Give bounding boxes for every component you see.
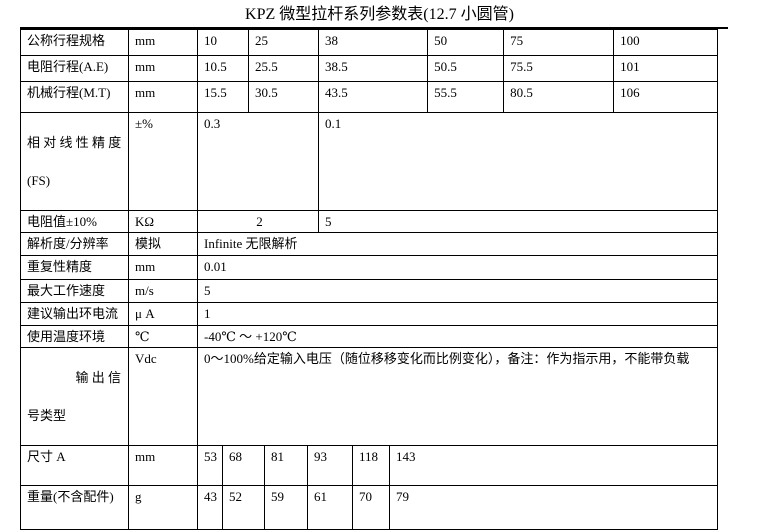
unit-cell: mm: [128, 255, 198, 280]
unit-cell: ℃: [128, 325, 198, 348]
value-cell: 25: [247, 29, 320, 56]
value-cell: 81: [264, 445, 308, 486]
value-cell: 10: [197, 29, 249, 56]
row-dimension-a: 尺寸 A mm 53 68 81 93 118 143: [20, 445, 719, 486]
row-temperature: 使用温度环境 ℃ -40℃ ～ +120℃: [20, 325, 719, 348]
value-cell: 2: [196, 210, 320, 233]
row-label: 建议输出环电流: [20, 302, 129, 326]
value-cell: 5: [318, 210, 719, 233]
value-cell: 10.5: [197, 55, 249, 82]
unit-cell: μ A: [128, 302, 198, 326]
value-cell: 143: [389, 445, 719, 486]
value-cell: 59: [264, 485, 308, 530]
value-cell: 38.5: [318, 55, 429, 82]
row-repeatability: 重复性精度 mm 0.01: [20, 255, 719, 280]
value-cell: 0～100%给定输入电压（随位移移变化而比例变化），备注：作为指示用，不能带负载: [196, 347, 719, 446]
unit-cell: Vdc: [128, 347, 198, 446]
value-cell: 106: [613, 81, 719, 113]
value-cell: 1: [196, 302, 719, 326]
value-cell: 43: [197, 485, 223, 530]
row-mechanical-travel: 机械行程(M.T) mm 15.5 30.5 43.5 55.5 80.5 10…: [20, 81, 719, 113]
row-max-speed: 最大工作速度 m/s 5: [20, 279, 719, 303]
unit-cell: mm: [128, 55, 198, 82]
value-cell: 30.5: [247, 81, 320, 113]
row-resolution: 解析度/分辨率 模拟 Infinite 无限解析: [20, 232, 719, 256]
row-label: 重量(不含配件): [20, 485, 129, 530]
row-label: 使用温度环境: [20, 325, 129, 348]
value-cell: 55.5: [427, 81, 505, 113]
value-cell: 75.5: [503, 55, 615, 82]
row-nominal-travel: 公称行程规格 mm 10 25 38 50 75 100: [20, 29, 719, 56]
unit-cell: ±%: [128, 112, 198, 211]
value-cell: 118: [352, 445, 391, 486]
value-cell: 101: [613, 55, 719, 82]
value-cell: 93: [306, 445, 354, 486]
value-cell: 50: [427, 29, 505, 56]
unit-cell: g: [128, 485, 198, 530]
row-label-line1: 相 对 线 性 精 度: [27, 135, 122, 150]
value-cell: 25.5: [247, 55, 320, 82]
value-cell: 50.5: [427, 55, 505, 82]
unit-cell: mm: [128, 29, 198, 56]
value-cell: 53: [197, 445, 223, 486]
row-label: 电阻值±10%: [20, 210, 129, 233]
row-label-line2: (FS): [27, 173, 51, 188]
row-label: 尺寸 A: [20, 445, 129, 486]
unit-cell: mm: [128, 445, 198, 486]
unit-cell: 模拟: [128, 232, 198, 256]
value-cell: 100: [613, 29, 719, 56]
value-cell: 70: [352, 485, 391, 530]
value-cell: 0.3: [196, 112, 320, 211]
value-cell: 0.1: [318, 112, 719, 211]
row-label: 电阻行程(A.E): [20, 55, 129, 82]
value-cell: 0.01: [196, 255, 719, 280]
value-cell: -40℃ ～ +120℃: [196, 325, 719, 348]
value-cell: 38: [318, 29, 429, 56]
row-label-line1: 输 出 信: [75, 370, 121, 385]
table-top-rule: [20, 27, 728, 29]
value-cell: 68: [222, 445, 265, 486]
row-label: 输 出 信 号类型: [20, 347, 129, 446]
row-label: 最大工作速度: [20, 279, 129, 303]
row-label: 相 对 线 性 精 度 (FS): [20, 112, 129, 211]
row-output-signal: 输 出 信 号类型 Vdc 0～100%给定输入电压（随位移移变化而比例变化），…: [20, 347, 719, 446]
row-output-current: 建议输出环电流 μ A 1: [20, 302, 719, 326]
value-cell: 15.5: [197, 81, 249, 113]
row-label: 机械行程(M.T): [20, 81, 129, 113]
value-cell: 61: [306, 485, 354, 530]
value-cell: 75: [503, 29, 615, 56]
value-cell: Infinite 无限解析: [196, 232, 719, 256]
value-cell: 5: [196, 279, 719, 303]
spec-table: 公称行程规格 mm 10 25 38 50 75 100 电阻行程(A.E) m…: [20, 29, 719, 530]
row-weight: 重量(不含配件) g 43 52 59 61 70 79: [20, 485, 719, 530]
value-cell: 79: [389, 485, 719, 530]
unit-cell: KΩ: [128, 210, 198, 233]
value-cell: 80.5: [503, 81, 615, 113]
row-linearity: 相 对 线 性 精 度 (FS) ±% 0.3 0.1: [20, 112, 719, 211]
row-label-line2: 号类型: [27, 408, 67, 423]
row-electrical-travel: 电阻行程(A.E) mm 10.5 25.5 38.5 50.5 75.5 10…: [20, 55, 719, 82]
page-title: KPZ 微型拉杆系列参数表(12.7 小圆管): [245, 6, 514, 23]
row-label: 解析度/分辨率: [20, 232, 129, 256]
unit-cell: mm: [128, 81, 198, 113]
row-resistance: 电阻值±10% KΩ 2 5: [20, 210, 719, 233]
value-cell: 52: [222, 485, 265, 530]
value-cell: 43.5: [318, 81, 429, 113]
row-label: 重复性精度: [20, 255, 129, 280]
row-label: 公称行程规格: [20, 29, 129, 56]
unit-cell: m/s: [128, 279, 198, 303]
